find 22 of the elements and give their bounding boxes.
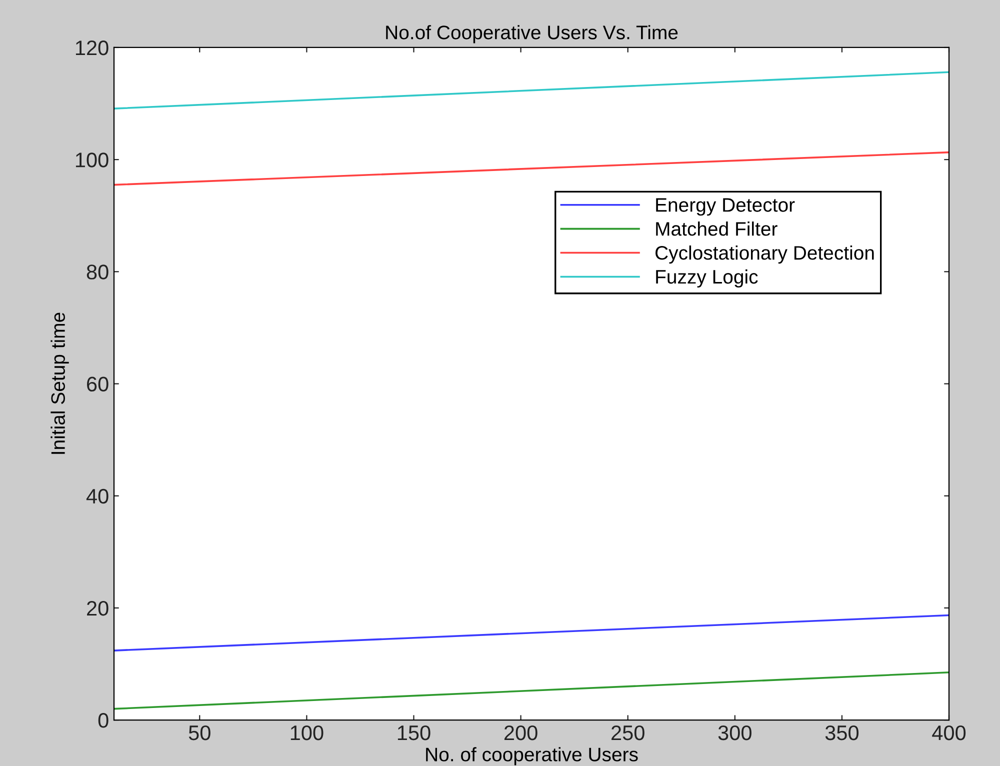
legend-label: Matched Filter [656, 222, 778, 236]
x-tick-label: 350 [825, 725, 859, 740]
chart-title: No.of Cooperative Users Vs. Time [386, 25, 678, 44]
y-tick-label: 120 [76, 40, 108, 56]
x-tick-label: 250 [612, 725, 644, 740]
y-tick-label: 100 [76, 152, 108, 168]
y-tick-label: 20 [87, 600, 108, 616]
y-tick-label: 40 [86, 488, 108, 504]
x-tick-label: 150 [398, 725, 430, 740]
x-tick-label: 100 [290, 725, 324, 740]
x-axis-title: No. of cooperative Users [426, 747, 638, 766]
legend-label: Cyclostationary Detection [656, 245, 874, 264]
legend-label: Energy Detector [656, 198, 795, 216]
x-tick-label: 50 [188, 725, 210, 740]
y-axis-title: Initial Setup time [50, 312, 69, 454]
y-tick-label: 0 [98, 713, 108, 728]
y-tick-label: 60 [87, 376, 108, 392]
x-tick-label: 200 [504, 725, 538, 740]
y-tick-label: 80 [86, 264, 108, 280]
x-tick-label: 300 [718, 725, 752, 740]
legend-label: Fuzzy Logic [656, 269, 758, 288]
x-tick-label: 400 [932, 725, 966, 740]
